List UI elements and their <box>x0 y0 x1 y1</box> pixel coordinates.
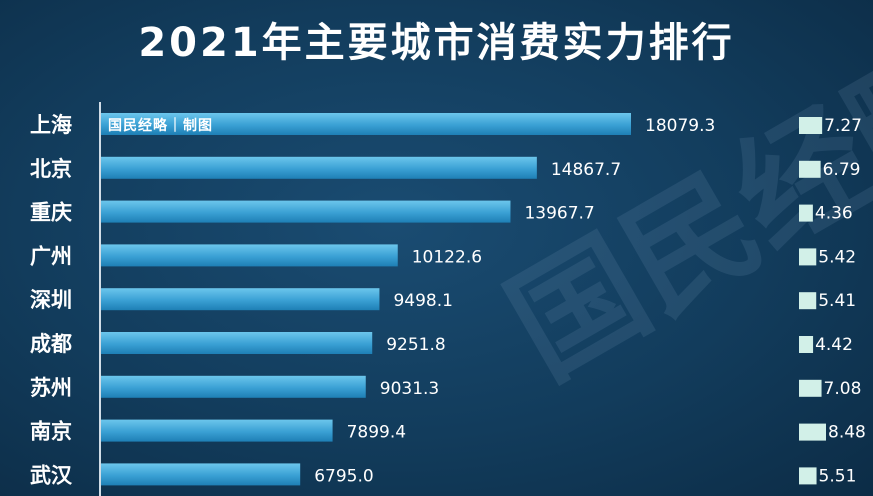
bar-value-label: 9498.1 <box>393 291 452 311</box>
category-label: 武汉 <box>30 463 73 487</box>
bar-value-label: 9031.3 <box>380 379 439 399</box>
bar-value-label: 10122.6 <box>412 247 482 267</box>
side-bar <box>799 467 817 485</box>
side-bar <box>799 117 823 134</box>
category-label: 广州 <box>30 244 72 268</box>
category-label: 苏州 <box>30 376 72 400</box>
bar-value-label: 18079.3 <box>645 116 715 136</box>
category-label: 南京 <box>30 420 72 444</box>
chart-title: 2021年主要城市消费实力排行 <box>138 20 735 66</box>
bar <box>101 200 511 223</box>
bar <box>101 244 398 267</box>
category-label: 成都 <box>30 332 72 356</box>
side-value-label: 6.79 <box>823 160 861 180</box>
side-value-label: 7.08 <box>824 379 862 399</box>
side-value-label: 7.27 <box>824 116 862 136</box>
bar <box>101 288 380 311</box>
bar <box>101 156 537 179</box>
side-bar <box>799 248 817 266</box>
side-value-label: 5.42 <box>818 247 856 267</box>
bar-value-label: 7899.4 <box>347 423 406 443</box>
bar <box>101 375 366 398</box>
bar <box>101 332 373 354</box>
side-value-label: 5.41 <box>818 291 856 311</box>
bar <box>101 419 333 442</box>
side-value-label: 4.36 <box>815 204 853 224</box>
bar-value-label: 6795.0 <box>314 466 373 486</box>
side-bar <box>799 160 821 178</box>
bar <box>101 113 631 135</box>
bar-value-label: 13967.7 <box>524 204 594 224</box>
category-label: 上海 <box>30 113 72 137</box>
category-label: 重庆 <box>30 201 72 225</box>
side-bar <box>799 336 814 353</box>
side-value-label: 8.48 <box>828 423 866 443</box>
category-label: 深圳 <box>30 288 72 312</box>
side-value-label: 5.51 <box>819 466 857 486</box>
side-bar <box>799 423 826 441</box>
side-bar <box>799 379 822 397</box>
side-value-label: 4.42 <box>815 335 853 355</box>
category-label: 北京 <box>30 157 72 181</box>
bar-value-label: 9251.8 <box>386 335 445 355</box>
credit-text: 国民经略｜制图 <box>108 118 213 134</box>
side-bar <box>799 292 817 310</box>
bar-value-label: 14867.7 <box>551 160 621 180</box>
side-bar <box>799 204 813 222</box>
bar <box>101 463 301 486</box>
